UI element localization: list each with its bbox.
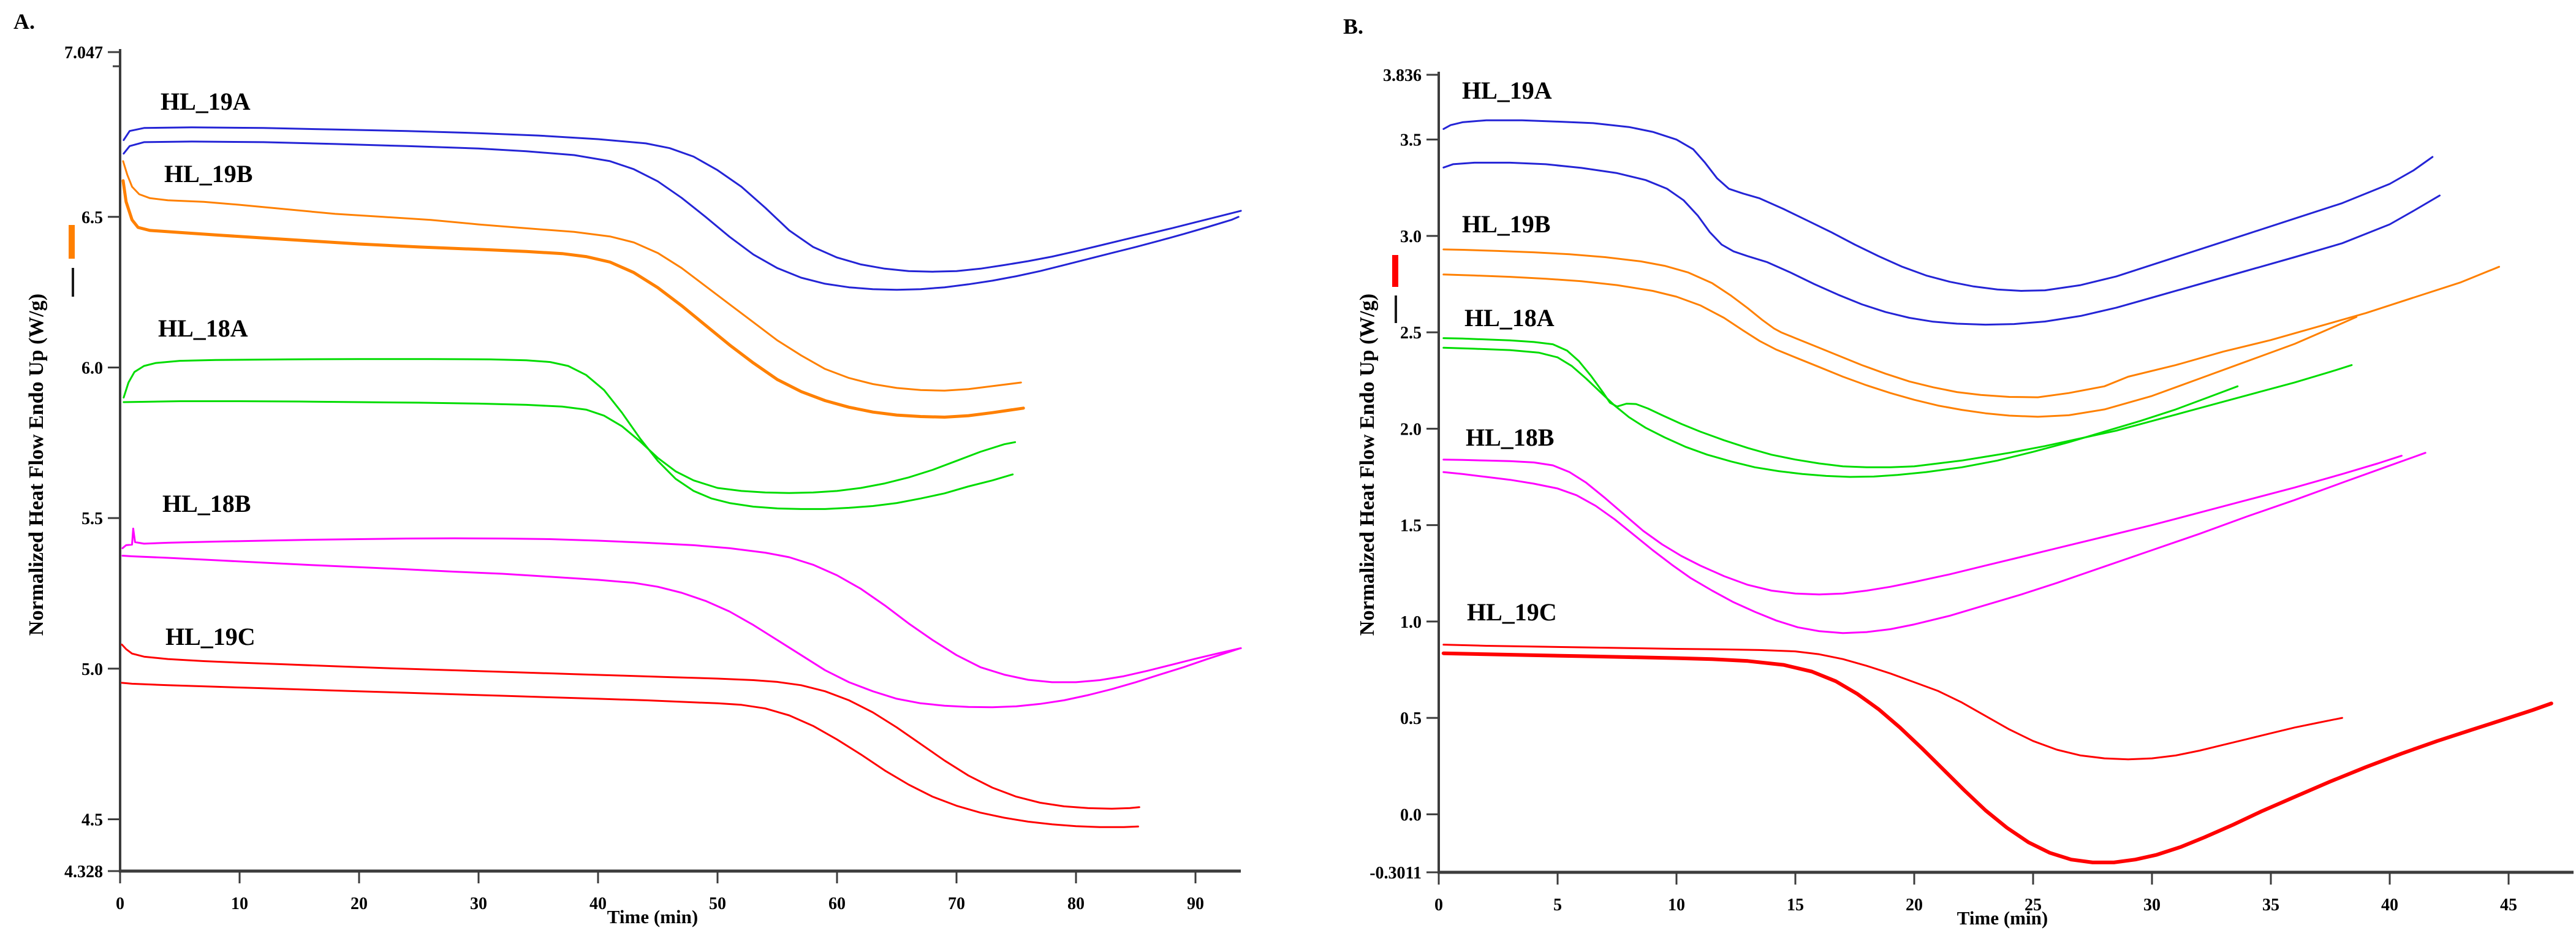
x-tick-label: 0 bbox=[1434, 896, 1443, 915]
y-tick-label: 5.0 bbox=[81, 660, 103, 679]
curve-HL_19B-run2 bbox=[1442, 273, 2358, 418]
y-tick-label: 0.0 bbox=[1400, 805, 1422, 824]
curve-HL_18B-run1 bbox=[1442, 454, 2403, 596]
curve-color-indicator-dash-2 bbox=[72, 268, 74, 297]
y-tick-label: 2.5 bbox=[1400, 324, 1422, 343]
panel-a-plot: 7.047 4.328 6.5 6.0 5.5 5.0 4.5 0 10 20 30 40 50 60 70… bbox=[64, 44, 1242, 913]
y-tick-label: 0.5 bbox=[1400, 709, 1422, 728]
curve-HL_19A-run2 bbox=[123, 140, 1240, 291]
curve-HL_19C-run1 bbox=[121, 644, 1140, 810]
x-tick-label: 35 bbox=[2262, 896, 2279, 915]
x-tick-label: 80 bbox=[1067, 894, 1085, 913]
x-tick-label: 40 bbox=[2381, 896, 2398, 915]
y-tick-label: 5.5 bbox=[81, 509, 103, 528]
curve-label-HL_19B: HL_19B bbox=[164, 160, 252, 188]
y-tick-label: 6.5 bbox=[81, 208, 103, 227]
curve-label-HL_18B: HL_18B bbox=[1466, 424, 1554, 451]
panel-b-x-axis-title: Time (min) bbox=[1957, 907, 2048, 929]
x-tick-label: 10 bbox=[1668, 896, 1685, 915]
curve-label-HL_18A: HL_18A bbox=[1464, 304, 1555, 332]
curve-label-HL_19C: HL_19C bbox=[1467, 598, 1557, 626]
x-tick-label: 50 bbox=[709, 894, 726, 913]
x-tick-label: 30 bbox=[2143, 896, 2161, 915]
x-tick-label: 70 bbox=[948, 894, 965, 913]
curve-color-indicator-dash-2 bbox=[1395, 295, 1397, 323]
panel-b-plot: 3.836 -0.3011 3.5 3.0 2.5 2.0 1.5 1.0 0.5 0.0 0 5 10… bbox=[1369, 66, 2574, 915]
y-tick-label: 3.5 bbox=[1400, 131, 1422, 150]
x-tick-label: 15 bbox=[1787, 896, 1804, 915]
curve-label-HL_18B: HL_18B bbox=[162, 490, 251, 517]
y-tick-label: 1.0 bbox=[1400, 613, 1422, 632]
x-tick-label: 45 bbox=[2500, 896, 2517, 915]
x-tick-label: 30 bbox=[470, 894, 487, 913]
y-tick-label: 6.0 bbox=[81, 359, 103, 378]
curve-HL_18A-run2 bbox=[123, 400, 1017, 494]
x-tick-label: 90 bbox=[1187, 894, 1204, 913]
curve-HL_18A-run1 bbox=[123, 358, 1014, 510]
curve-color-indicator-dash-1 bbox=[69, 225, 75, 259]
x-tick-label: 20 bbox=[1906, 896, 1923, 915]
curve-HL_19C-run2 bbox=[1441, 651, 2553, 864]
curve-HL_19C-run2 bbox=[121, 682, 1139, 828]
curve-label-HL_19A: HL_19A bbox=[1462, 77, 1552, 104]
y-tick-label: 4.328 bbox=[64, 863, 103, 882]
curve-HL_19B-run1 bbox=[122, 160, 1022, 392]
curve-HL_18B-run1 bbox=[121, 527, 1242, 684]
curve-HL_18A-run1 bbox=[1442, 337, 2353, 468]
y-tick-label: 2.0 bbox=[1400, 420, 1422, 439]
y-tick-label: -0.3011 bbox=[1369, 864, 1422, 883]
curve-HL_18B-run2 bbox=[121, 555, 1240, 709]
x-tick-label: 0 bbox=[116, 894, 124, 913]
x-tick-label: 5 bbox=[1553, 896, 1562, 915]
x-tick-label: 60 bbox=[828, 894, 846, 913]
curve-HL_18A-run2 bbox=[1442, 346, 2239, 478]
x-tick-label: 40 bbox=[589, 894, 607, 913]
x-tick-label: 10 bbox=[231, 894, 248, 913]
panel-a-title: A. bbox=[13, 9, 35, 34]
curve-HL_19C-run1 bbox=[1442, 644, 2343, 761]
y-tick-label: 1.5 bbox=[1400, 517, 1422, 536]
curve-label-HL_18A: HL_18A bbox=[158, 314, 248, 342]
y-tick-label: 3.0 bbox=[1400, 227, 1422, 246]
curve-HL_19B-run2 bbox=[121, 179, 1025, 419]
curve-color-indicator-dash-1 bbox=[1392, 255, 1398, 287]
panel-b-title: B. bbox=[1343, 14, 1364, 39]
x-tick-label: 20 bbox=[350, 894, 368, 913]
panel-a-x-axis-title: Time (min) bbox=[607, 906, 699, 927]
curve-HL_19A-run1 bbox=[1442, 119, 2434, 292]
y-tick-label: 7.047 bbox=[64, 44, 103, 63]
curve-label-HL_19B: HL_19B bbox=[1462, 210, 1550, 238]
curve-HL_19B-run1 bbox=[1442, 248, 2500, 398]
x-tick-label: 25 bbox=[2025, 896, 2042, 915]
curve-label-HL_19A: HL_19A bbox=[161, 88, 251, 115]
y-tick-label: 4.5 bbox=[81, 810, 103, 829]
curve-HL_18B-run2 bbox=[1442, 452, 2426, 634]
y-tick-label: 3.836 bbox=[1383, 66, 1422, 85]
curve-label-HL_19C: HL_19C bbox=[165, 623, 256, 650]
curve-HL_19A-run1 bbox=[123, 126, 1242, 273]
curve-HL_19A-run2 bbox=[1442, 161, 2441, 326]
